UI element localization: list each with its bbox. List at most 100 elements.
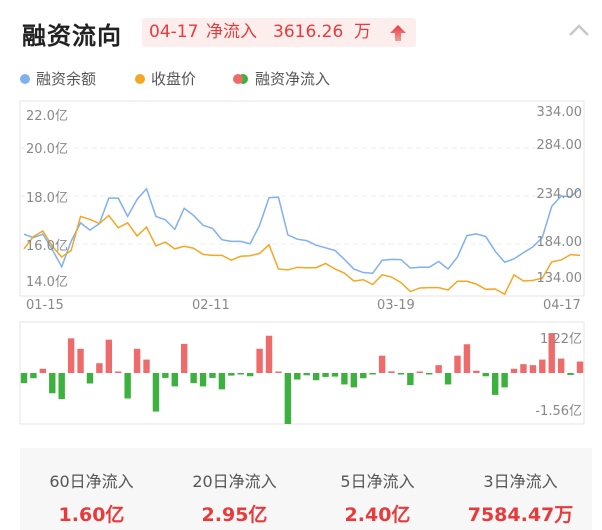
inflow-bar xyxy=(576,361,584,373)
inflow-bar xyxy=(463,344,471,373)
summary-label: 5日净流入 xyxy=(340,472,415,491)
inflow-bar xyxy=(491,373,499,395)
summary-label: 3日净流入 xyxy=(483,472,558,491)
inflow-bar xyxy=(416,371,423,373)
x-tick: 02-11 xyxy=(192,298,230,313)
inflow-bar xyxy=(237,373,244,375)
latest-inflow-badge: 04-17 净流入 3616.26 万 xyxy=(142,18,416,47)
price-line xyxy=(23,214,581,296)
inflow-bar xyxy=(360,373,367,379)
inflow-bar xyxy=(322,373,329,377)
right-tick: 284.00 xyxy=(536,138,583,153)
chevron-up-icon[interactable] xyxy=(568,22,590,38)
x-tick: 04-17 xyxy=(543,298,581,313)
inflow-bar xyxy=(557,358,565,373)
inflow-bar xyxy=(501,373,508,388)
inflow-bar xyxy=(350,373,358,388)
legend-inflow: 融资净流入 xyxy=(233,68,330,89)
inflow-bar xyxy=(256,348,263,373)
inflow-bar xyxy=(567,373,574,375)
arrow-up-icon xyxy=(390,25,406,41)
x-tick: 01-15 xyxy=(26,298,64,313)
price-balance-chart xyxy=(19,100,585,425)
bar-min-label: -1.56亿 xyxy=(535,404,582,419)
inflow-bar xyxy=(67,338,75,373)
page-title: 融资流向 xyxy=(22,22,122,50)
inflow-bar xyxy=(181,343,188,373)
inflow-bar xyxy=(444,373,452,385)
inflow-bar xyxy=(510,368,518,373)
bar-chart-frame xyxy=(19,321,585,425)
inflow-bar xyxy=(49,373,56,394)
legend-dot-icon xyxy=(135,73,145,84)
legend-dot-icon xyxy=(20,73,30,84)
inflow-bar xyxy=(246,373,254,377)
balance-line xyxy=(23,187,581,275)
summary-3d: 3日净流入 7584.47万 xyxy=(449,448,592,527)
inflow-bar xyxy=(115,371,122,373)
summary-value: 7584.47万 xyxy=(467,504,574,526)
inflow-bar xyxy=(312,373,320,381)
inflow-bar xyxy=(548,333,555,373)
inflow-bar xyxy=(369,373,376,375)
inflow-bar xyxy=(218,373,226,390)
inflow-bar xyxy=(378,355,386,373)
legend-label: 融资余额 xyxy=(36,70,97,88)
inflow-bar xyxy=(482,373,489,377)
summary-label: 60日净流入 xyxy=(49,472,134,491)
inflow-bar xyxy=(539,359,546,373)
inflow-bar xyxy=(454,355,461,373)
inflow-bar xyxy=(124,373,131,399)
inflow-bar xyxy=(209,373,216,378)
inflow-bar xyxy=(30,373,37,379)
summary-value: 2.95亿 xyxy=(201,504,268,526)
right-tick: 234.00 xyxy=(536,187,583,202)
inflow-bar xyxy=(162,373,169,378)
inflow-bar xyxy=(96,363,103,373)
inflow-bar xyxy=(341,373,348,385)
inflow-bar xyxy=(143,359,150,373)
inflow-bar xyxy=(520,364,527,373)
badge-unit: 万 xyxy=(354,22,371,42)
badge-amount: 3616.26 xyxy=(273,22,344,42)
badge-date: 04-17 xyxy=(149,22,199,42)
right-tick: 334.00 xyxy=(536,105,583,120)
legend-label: 融资净流入 xyxy=(255,70,331,88)
line-chart-frame xyxy=(19,100,585,297)
inflow-bar xyxy=(331,373,339,377)
inflow-bar xyxy=(435,365,442,373)
summary-value: 1.60亿 xyxy=(58,504,125,526)
inflow-summary: 60日净流入 1.60亿 20日净流入 2.95亿 5日净流入 2.40亿 3日净流入… xyxy=(20,448,592,530)
inflow-bar xyxy=(284,373,292,424)
x-tick: 03-19 xyxy=(377,298,415,313)
inflow-bar xyxy=(529,365,537,373)
legend-balance: 融资余额 xyxy=(20,68,96,89)
legend-label: 收盘价 xyxy=(151,70,197,88)
inflow-bar xyxy=(294,373,301,380)
summary-label: 20日净流入 xyxy=(192,472,277,491)
legend-price: 收盘价 xyxy=(135,68,196,89)
inflow-bar xyxy=(86,373,94,384)
inflow-bar xyxy=(77,348,84,373)
inflow-bar xyxy=(473,370,480,373)
inflow-bar xyxy=(105,339,113,373)
summary-5d: 5日净流入 2.40亿 xyxy=(306,448,449,527)
inflow-bar xyxy=(133,348,141,373)
legend-dual-dot-icon xyxy=(233,73,249,84)
right-tick: 184.00 xyxy=(536,235,583,250)
inflow-bar xyxy=(397,373,405,375)
inflow-bar xyxy=(199,373,207,387)
summary-60d: 60日净流入 1.60亿 xyxy=(20,448,163,527)
left-tick: 18.0亿 xyxy=(26,191,68,206)
summary-value: 2.40亿 xyxy=(344,504,411,526)
bar-max-label: 1.22亿 xyxy=(540,332,582,347)
left-tick: 20.0亿 xyxy=(26,142,68,157)
inflow-bar xyxy=(275,371,282,373)
inflow-bar xyxy=(388,371,395,373)
inflow-bar xyxy=(265,335,273,373)
badge-label: 净流入 xyxy=(206,22,257,42)
left-tick: 22.0亿 xyxy=(26,109,68,124)
right-tick: 134.00 xyxy=(536,271,583,286)
inflow-bar xyxy=(190,373,197,384)
summary-20d: 20日净流入 2.95亿 xyxy=(163,448,306,527)
